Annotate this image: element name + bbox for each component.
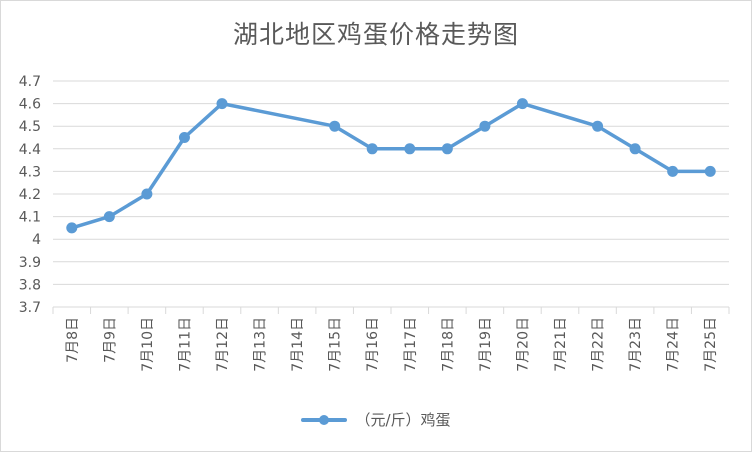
chart-title: 湖北地区鸡蛋价格走势图 bbox=[232, 20, 519, 49]
y-tick-label: 4.3 bbox=[19, 164, 41, 180]
x-tick-label: 7月11日 bbox=[177, 317, 193, 372]
y-tick-label: 3.7 bbox=[19, 300, 41, 316]
y-tick-label: 4.5 bbox=[19, 119, 41, 135]
x-tick-label: 7月25日 bbox=[703, 317, 719, 372]
data-point bbox=[141, 188, 153, 200]
legend-label: （元/斤）鸡蛋 bbox=[355, 411, 451, 429]
data-point bbox=[216, 98, 228, 110]
y-tick-label: 4.2 bbox=[19, 187, 41, 203]
data-point bbox=[404, 143, 416, 155]
data-point bbox=[178, 132, 190, 143]
y-tick-label: 4.4 bbox=[19, 142, 41, 158]
data-point bbox=[329, 120, 341, 132]
y-tick-label: 4.7 bbox=[19, 74, 41, 90]
x-tick-label: 7月22日 bbox=[591, 317, 607, 372]
legend: （元/斤）鸡蛋 bbox=[1, 409, 751, 430]
x-tick-label: 7月16日 bbox=[365, 317, 381, 372]
y-tick-label: 4.6 bbox=[19, 97, 41, 113]
x-tick-label: 7月15日 bbox=[328, 317, 344, 372]
series-line bbox=[70, 101, 712, 230]
x-tick-label: 7月9日 bbox=[102, 317, 118, 363]
x-tick-label: 7月14日 bbox=[290, 317, 306, 372]
x-tick-label: 7月18日 bbox=[440, 317, 456, 372]
x-tick-label: 7月17日 bbox=[403, 317, 419, 372]
y-tick-label: 4.1 bbox=[19, 210, 41, 226]
x-tick-label: 7月24日 bbox=[666, 317, 682, 372]
legend-swatch bbox=[301, 414, 348, 425]
data-point bbox=[366, 143, 378, 155]
y-tick-label: 3.8 bbox=[19, 277, 41, 293]
data-point bbox=[479, 120, 491, 132]
data-point bbox=[667, 165, 679, 177]
x-tick-label: 7月20日 bbox=[515, 317, 531, 372]
y-tick-label: 4 bbox=[32, 232, 41, 248]
data-point bbox=[103, 211, 115, 223]
x-tick-label: 7月23日 bbox=[628, 317, 644, 372]
x-tick-label: 7月10日 bbox=[140, 317, 156, 372]
data-point bbox=[516, 98, 528, 110]
data-point bbox=[704, 165, 716, 177]
x-tick-label: 7月8日 bbox=[65, 317, 81, 363]
data-point bbox=[592, 120, 604, 132]
data-point bbox=[629, 143, 641, 155]
data-point bbox=[441, 143, 453, 155]
x-tick-label: 7月12日 bbox=[215, 317, 231, 372]
x-tick-label: 7月21日 bbox=[553, 317, 569, 372]
x-tick-label: 7月19日 bbox=[478, 317, 494, 372]
x-tick-label: 7月13日 bbox=[253, 317, 269, 372]
y-tick-label: 3.9 bbox=[19, 255, 41, 271]
data-point bbox=[66, 222, 78, 234]
